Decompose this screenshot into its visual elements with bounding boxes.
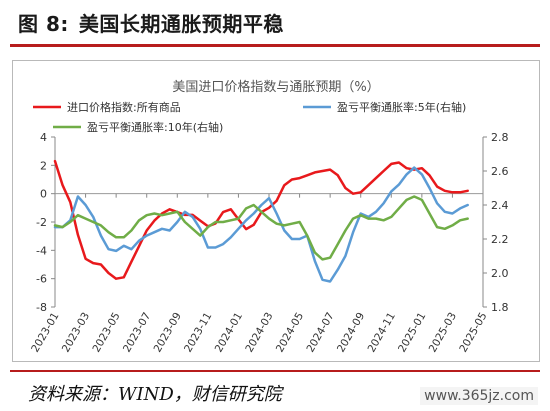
series-line-1: [53, 166, 469, 283]
top-rule: [10, 44, 540, 47]
chart-svg: 美国进口价格指数与通胀预期（%） 进口价格指数:所有商品 盈亏平衡通胀率:5年(右轴…: [29, 79, 509, 355]
x-tick-label-1: 2023-03: [60, 311, 92, 355]
left-tick-label-4: -4: [36, 244, 47, 257]
right-tick-label-3: 2.2: [491, 233, 509, 246]
x-tick-label-10: 2024-09: [335, 311, 367, 355]
left-tick-label-2: 0: [40, 188, 47, 201]
x-tick-label-13: 2025-03: [427, 311, 459, 355]
x-tick-label-3: 2023-07: [121, 311, 153, 355]
x-tick-label-4: 2023-09: [152, 311, 184, 355]
x-tick-label-12: 2025-01: [396, 311, 428, 355]
left-tick-label-6: -8: [36, 301, 47, 314]
chart-title: 美国进口价格指数与通胀预期（%）: [172, 79, 379, 95]
right-tick-label-4: 2.0: [491, 267, 509, 280]
x-tick-label-8: 2024-05: [274, 311, 306, 355]
left-tick-label-5: -6: [36, 273, 47, 286]
watermark: www.365jz.com: [420, 387, 538, 405]
figure-title-text: 美国长期通胀预期平稳: [78, 12, 284, 36]
left-tick-label-0: 4: [40, 131, 47, 144]
source-note: 资料来源：WIND，财信研究院: [28, 384, 282, 405]
chart-frame: 美国进口价格指数与通胀预期（%） 进口价格指数:所有商品 盈亏平衡通胀率:5年(右轴…: [12, 60, 540, 362]
right-tick-label-1: 2.6: [491, 165, 509, 178]
left-tick-label-1: 2: [40, 159, 47, 172]
figure-number: 图 8:: [18, 12, 69, 36]
legend-label-1: 盈亏平衡通胀率:5年(右轴): [337, 100, 466, 114]
bottom-rule: [10, 370, 540, 372]
x-tick-label-0: 2023-01: [29, 311, 61, 355]
legend-label-2: 盈亏平衡通胀率:10年(右轴): [87, 120, 223, 134]
right-tick-label-2: 2.4: [491, 199, 509, 212]
x-tick-label-7: 2024-03: [243, 311, 275, 355]
left-tick-label-3: -2: [36, 216, 47, 229]
x-tick-label-11: 2024-11: [366, 311, 398, 355]
figure-title: 图 8: 美国长期通胀预期平稳: [18, 8, 284, 37]
series-line-0: [53, 159, 469, 280]
right-tick-label-5: 1.8: [491, 301, 509, 314]
series-line-2: [53, 195, 469, 261]
legend-label-0: 进口价格指数:所有商品: [67, 100, 181, 114]
x-tick-label-9: 2024-07: [304, 311, 336, 355]
right-tick-label-0: 2.8: [491, 131, 509, 144]
x-tick-label-5: 2023-11: [182, 311, 214, 355]
x-tick-label-14: 2025-05: [457, 311, 489, 355]
x-tick-label-2: 2023-05: [90, 311, 122, 355]
x-tick-label-6: 2024-01: [213, 311, 245, 355]
